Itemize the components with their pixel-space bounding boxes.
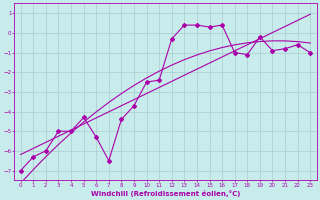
X-axis label: Windchill (Refroidissement éolien,°C): Windchill (Refroidissement éolien,°C) [91,190,240,197]
